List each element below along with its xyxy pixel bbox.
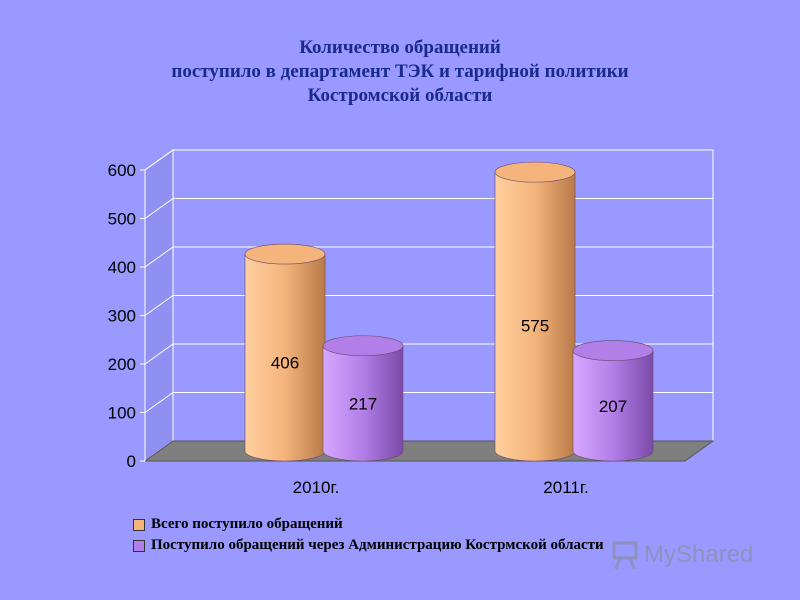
data-label: 207 bbox=[599, 397, 627, 416]
legend-label: Поступило обращений через Администрацию … bbox=[151, 537, 604, 553]
bar-top bbox=[494, 161, 576, 183]
y-tick-label: 300 bbox=[108, 307, 136, 326]
presentation-board-icon bbox=[612, 541, 638, 570]
y-tick-label: 400 bbox=[108, 258, 136, 277]
legend: Всего поступило обращений Поступило обра… bbox=[133, 514, 604, 556]
bar-top bbox=[322, 335, 404, 357]
bars: 406 217 575 207 bbox=[244, 161, 654, 462]
y-tick-label: 200 bbox=[108, 355, 136, 374]
chart-title-line: поступило в департамент ТЭК и тарифной п… bbox=[171, 61, 629, 82]
bar bbox=[572, 350, 654, 462]
y-tick-label: 0 bbox=[127, 452, 136, 471]
chart-title-line: Костромской области bbox=[307, 85, 493, 106]
y-tick-label: 100 bbox=[108, 404, 136, 423]
bar bbox=[322, 345, 404, 462]
y-tick-label: 600 bbox=[108, 161, 136, 180]
data-label: 575 bbox=[521, 317, 549, 336]
legend-swatch bbox=[133, 518, 145, 531]
data-label: 406 bbox=[271, 353, 299, 372]
bar-top bbox=[572, 340, 654, 361]
watermark: MyShared bbox=[612, 540, 753, 570]
x-axis: 2010г. 2011г. bbox=[293, 478, 589, 497]
bar-top bbox=[244, 243, 326, 265]
y-tick-label: 500 bbox=[108, 210, 136, 229]
x-tick-label: 2011г. bbox=[543, 478, 588, 497]
legend-label: Всего поступило обращений bbox=[151, 516, 343, 532]
watermark-text: MyShared bbox=[644, 541, 754, 568]
legend-swatch bbox=[133, 539, 145, 552]
legend-item: Поступило обращений через Администрацию … bbox=[133, 535, 604, 556]
gridline bbox=[144, 149, 713, 171]
chart-title-line: Количество обращений bbox=[299, 37, 501, 58]
y-axis: 0 100 200 300 400 500 600 bbox=[108, 161, 146, 471]
legend-item: Всего поступило обращений bbox=[133, 514, 604, 535]
chart-title: Количество обращений поступило в департа… bbox=[0, 36, 800, 108]
x-tick-label: 2010г. bbox=[293, 478, 340, 497]
data-label: 217 bbox=[349, 395, 377, 414]
